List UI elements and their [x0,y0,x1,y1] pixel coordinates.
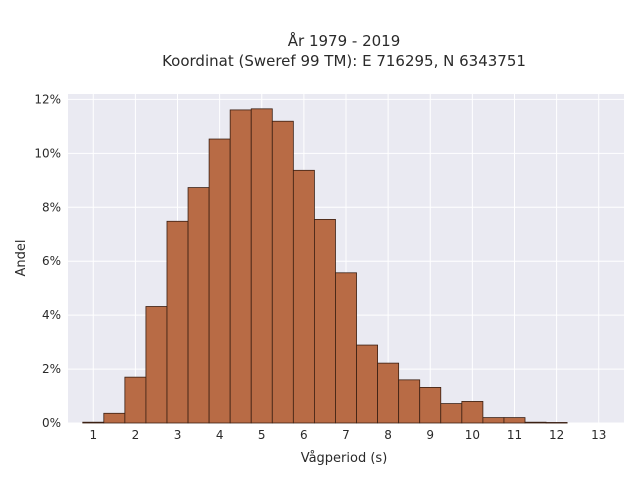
histogram-bar [461,401,484,424]
histogram-bar [292,169,315,424]
y-tick-labels: 0% 2% 4% 6% 8% 10% 12% [34,92,61,430]
histogram-bar [103,412,126,424]
x-tick-label: 11 [507,428,522,442]
histogram-bar [166,220,189,424]
y-tick-label: 12% [34,92,61,106]
histogram-bar [398,379,421,424]
x-tick-label: 2 [132,428,140,442]
x-tick-label: 6 [300,428,308,442]
histogram-bar [229,109,252,424]
x-tick-labels: 1 2 3 4 5 6 7 8 9 10 11 12 13 [89,428,606,442]
y-tick-label: 2% [42,362,61,376]
y-tick-label: 4% [42,308,61,322]
histogram-bar [419,387,442,424]
histogram-bar [545,422,568,424]
histogram-bar [82,421,105,424]
y-axis-label: Andel [14,240,29,277]
x-tick-label: 9 [426,428,434,442]
y-tick-label: 0% [42,416,61,430]
x-tick-label: 8 [384,428,392,442]
x-tick-label: 4 [216,428,224,442]
x-tick-label: 12 [549,428,564,442]
histogram-bar [503,417,526,424]
y-tick-label: 8% [42,200,61,214]
x-tick-label: 7 [342,428,350,442]
histogram-bar [271,120,294,424]
histogram-bar [335,272,357,424]
y-tick-label: 6% [42,254,61,268]
x-tick-label: 5 [258,428,266,442]
histogram-bar [124,376,147,424]
x-tick-label: 13 [591,428,606,442]
histogram-bar [440,403,463,424]
histogram-bar [250,108,273,424]
histogram-bar [208,138,231,424]
chart-title-line1: År 1979 - 2019 [288,31,401,50]
histogram-bar [145,306,168,424]
x-axis-label: Vågperiod (s) [301,451,388,466]
histogram-bar [356,344,378,424]
histogram-bar [187,187,210,424]
chart-title-line2: Koordinat (Sweref 99 TM): E 716295, N 63… [162,52,526,70]
histogram-bar [314,218,336,424]
histogram-bar [482,417,505,424]
y-tick-label: 10% [34,146,61,160]
histogram-bar [377,362,400,424]
x-tick-label: 3 [174,428,182,442]
histogram-bar [524,421,547,424]
x-tick-label: 10 [465,428,480,442]
x-tick-label: 1 [89,428,97,442]
bars [82,108,568,424]
